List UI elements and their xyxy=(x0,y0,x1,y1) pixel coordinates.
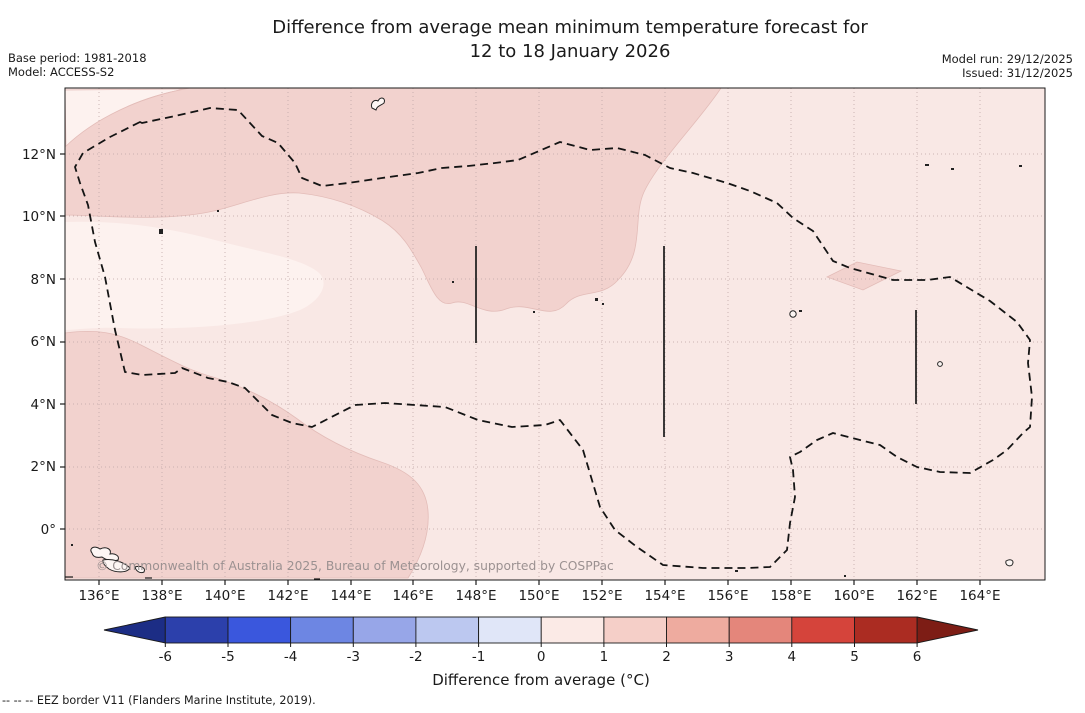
x-tick-label: 144°E xyxy=(330,588,371,604)
colorbar-segment xyxy=(352,616,417,644)
x-tick-label: 162°E xyxy=(896,588,937,604)
colorbar-segment xyxy=(415,616,480,644)
colorbar-tick-label: -6 xyxy=(159,649,172,665)
eez-dashed-border xyxy=(74,107,1033,569)
model-label: Model: ACCESS-S2 xyxy=(8,65,114,79)
y-tick-label: 12°N xyxy=(22,147,56,163)
x-tick-label: 142°E xyxy=(267,588,308,604)
colorbar-segment xyxy=(603,616,668,644)
y-tick-label: 10°N xyxy=(22,209,56,225)
y-tick-label: 0° xyxy=(41,522,56,538)
contour-band-1-2-southwest xyxy=(65,331,429,579)
x-tick-label: 164°E xyxy=(959,588,1000,604)
y-tick-label: 8°N xyxy=(31,272,56,288)
island-coastlines xyxy=(65,97,1022,580)
colorbar-tick-label: -1 xyxy=(472,649,485,665)
base-period-label: Base period: 1981-2018 xyxy=(8,51,147,65)
model-run-label: Model run: 29/12/2025 xyxy=(942,52,1073,66)
colorbar-tick-label: 4 xyxy=(788,649,797,665)
x-tick-label: 160°E xyxy=(833,588,874,604)
axis-tick-marks xyxy=(60,153,981,585)
colorbar-tick-label: 1 xyxy=(600,649,609,665)
x-tick-label: 140°E xyxy=(204,588,245,604)
colorbar-tick-label: 5 xyxy=(850,649,859,665)
colorbar-tick-label: 2 xyxy=(662,649,671,665)
colorbar-segment xyxy=(478,616,542,644)
x-tick-label: 150°E xyxy=(518,588,559,604)
colorbar-segment xyxy=(854,616,918,644)
x-tick-label: 136°E xyxy=(78,588,119,604)
colorbar-tick-label: 6 xyxy=(913,649,922,665)
colorbar-tick-marks xyxy=(164,643,918,647)
colorbar-tick-label: -4 xyxy=(284,649,297,665)
colorbar: -6 -5 -4 -3 -2 -1 0 1 2 3 4 5 6 Differen… xyxy=(103,616,979,689)
issued-label: Issued: 31/12/2025 xyxy=(962,66,1073,80)
x-tick-label: 146°E xyxy=(392,588,433,604)
colorbar-segment xyxy=(164,616,229,644)
y-tick-label: 2°N xyxy=(31,459,56,475)
colorbar-arrow-right xyxy=(916,616,979,644)
x-tick-label: 148°E xyxy=(455,588,496,604)
colorbar-segment xyxy=(540,616,605,644)
colorbar-tick-label: 0 xyxy=(537,649,546,665)
colorbar-tick-labels: -6 -5 -4 -3 -2 -1 0 1 2 3 4 5 6 xyxy=(159,649,922,665)
figure-title-line2: 12 to 18 January 2026 xyxy=(470,41,671,62)
colorbar-segment xyxy=(728,616,793,644)
y-axis-tick-labels: 12°N 10°N 8°N 6°N 4°N 2°N 0° xyxy=(22,147,56,538)
colorbar-tick-label: -5 xyxy=(221,649,234,665)
colorbar-segment xyxy=(290,616,354,644)
colorbar-tick-label: -3 xyxy=(347,649,360,665)
map-gridlines xyxy=(65,88,1045,580)
colorbar-segment xyxy=(791,616,855,644)
colorbar-segment xyxy=(666,616,730,644)
copyright-watermark: © Commonwealth of Australia 2025, Bureau… xyxy=(96,559,614,573)
x-tick-label: 154°E xyxy=(644,588,685,604)
x-tick-label: 156°E xyxy=(707,588,748,604)
x-tick-label: 158°E xyxy=(770,588,811,604)
x-axis-tick-labels: 136°E 138°E 140°E 142°E 144°E 146°E 148°… xyxy=(78,588,1000,604)
colorbar-axis-label: Difference from average (°C) xyxy=(432,671,650,689)
map-frame xyxy=(64,87,1046,581)
contour-band-lightest-wedge xyxy=(65,221,324,330)
colorbar-tick-label: 3 xyxy=(725,649,734,665)
colorbar-segment xyxy=(227,616,292,644)
eez-footnote: -- -- -- EEZ border V11 (Flanders Marine… xyxy=(2,694,316,707)
colorbar-tick-label: -2 xyxy=(409,649,422,665)
colorbar-arrow-left xyxy=(103,616,166,644)
x-tick-label: 152°E xyxy=(581,588,622,604)
y-tick-label: 4°N xyxy=(31,397,56,413)
y-tick-label: 6°N xyxy=(31,334,56,350)
x-tick-label: 138°E xyxy=(141,588,182,604)
figure-title-line1: Difference from average mean minimum tem… xyxy=(272,17,868,38)
map-plot-area: © Commonwealth of Australia 2025, Bureau… xyxy=(22,87,1046,604)
eez-meridian-segments xyxy=(475,246,917,437)
